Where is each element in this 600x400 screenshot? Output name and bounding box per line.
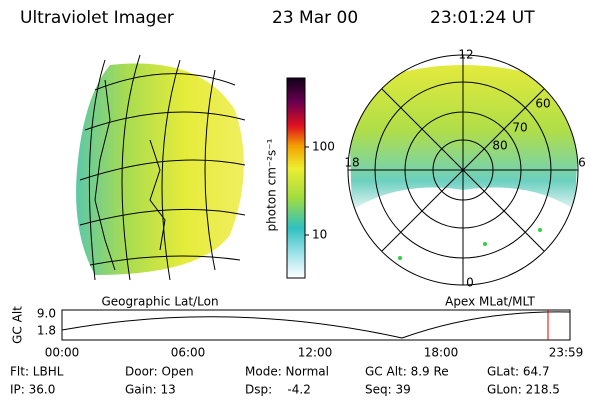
info-field: Dsp: -4.2 [245, 383, 311, 397]
info-field: GC Alt: 8.9 Re [365, 365, 449, 379]
mlt-label: 12 [458, 48, 473, 62]
x-tick-label: 18:00 [424, 346, 459, 360]
right-caption: Apex MLat/MLT [445, 295, 535, 309]
globe-image [76, 54, 246, 281]
polar-image [348, 65, 578, 260]
info-field: Seq: 39 [365, 383, 411, 397]
lat-label: 80 [492, 139, 507, 153]
y-tick-label: 9.0 [37, 307, 56, 321]
colorbar [286, 77, 306, 279]
instrument: Ultraviolet Imager [20, 8, 174, 28]
left-caption: Geographic Lat/Lon [101, 295, 218, 309]
mlt-label: 6 [578, 156, 586, 170]
info-field: Mode: Normal [245, 365, 329, 379]
x-tick-label: 12:00 [298, 346, 333, 360]
x-tick-label: 23:59 [549, 346, 584, 360]
date: 23 Mar 00 [272, 8, 358, 28]
mlt-label: 0 [466, 276, 474, 290]
y-tick-label: 1.8 [37, 324, 56, 338]
info-field: GLat: 64.7 [487, 365, 550, 379]
info-field: Gain: 13 [125, 383, 176, 397]
colorbar-tick-label: 10 [312, 228, 327, 242]
altitude-ylabel: GC Alt [11, 306, 25, 344]
info-field: IP: 36.0 [10, 383, 55, 397]
altitude-plot-frame [61, 309, 571, 341]
colorbar-tick-label: 100 [312, 140, 335, 154]
info-field: Door: Open [125, 365, 194, 379]
x-tick-label: 06:00 [171, 346, 206, 360]
x-tick-label: 00:00 [45, 346, 80, 360]
altitude-curve [61, 311, 571, 339]
colorbar-label: photon cm⁻²s⁻¹ [265, 138, 279, 231]
lat-label: 70 [512, 121, 527, 135]
lat-label: 60 [535, 97, 550, 111]
polar-grid [347, 54, 579, 286]
info-field: GLon: 218.5 [487, 383, 560, 397]
time: 23:01:24 UT [430, 8, 535, 28]
mlt-label: 18 [344, 156, 359, 170]
info-field: Flt: LBHL [10, 365, 64, 379]
